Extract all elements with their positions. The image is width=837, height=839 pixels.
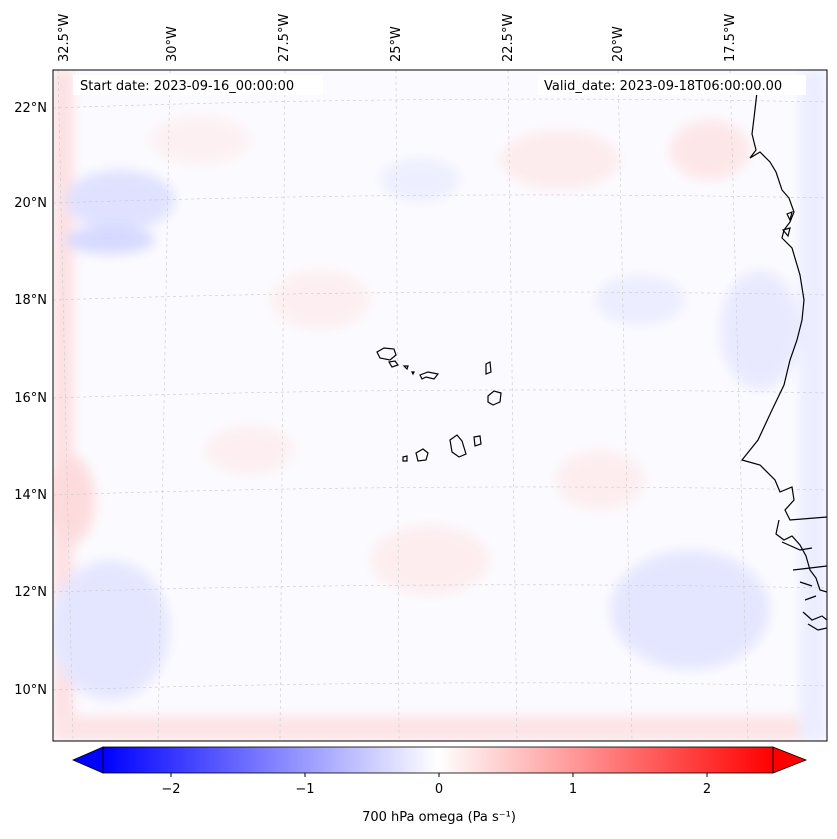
colorbar-label: 700 hPa omega (Pa s⁻¹) xyxy=(362,810,516,825)
colorbar-tick-label: −1 xyxy=(295,782,314,797)
lat-label: 18°N xyxy=(14,293,47,308)
lon-label: 25°W xyxy=(389,26,404,62)
island-sal xyxy=(485,361,492,375)
lon-label: 30°W xyxy=(165,26,180,62)
lon-label: 17.5°W xyxy=(723,14,738,62)
colorbar-tick-label: 0 xyxy=(435,782,443,797)
omega-field xyxy=(53,70,827,741)
map-frame xyxy=(52,69,828,742)
latitude-labels: 22°N 20°N 18°N 16°N 14°N 12°N 10°N xyxy=(14,101,47,698)
map-panel: Start date: 2023-09-16_00:00:00 Valid_da… xyxy=(52,69,828,742)
island-boa-vista xyxy=(487,390,502,406)
start-date-text: Start date: 2023-09-16_00:00:00 xyxy=(80,79,294,94)
colorbar-tick-label: 2 xyxy=(703,782,711,797)
colorbar-body xyxy=(103,747,773,773)
coastline-segment xyxy=(775,519,827,593)
island-raso xyxy=(411,371,415,376)
coastline-rivers xyxy=(781,541,827,631)
island-sao-vicente xyxy=(388,360,399,368)
colorbar-ticks xyxy=(170,773,708,777)
lat-label: 10°N xyxy=(14,683,47,698)
colorbar-tick-label: 1 xyxy=(569,782,577,797)
longitude-labels: 32.5°W 30°W 27.5°W 25°W 22.5°W 20°W 17.5… xyxy=(57,14,738,62)
lat-label: 12°N xyxy=(14,585,47,600)
colorbar-outline xyxy=(102,746,774,774)
island-sao-nicolau xyxy=(419,371,440,380)
lat-label: 22°N xyxy=(14,101,47,116)
island-santa-luzia xyxy=(402,365,409,371)
africa-coastline xyxy=(740,91,827,521)
colorbar: −2 −1 0 1 2 700 hPa omega (Pa s⁻¹) xyxy=(71,746,808,825)
colorbar-extend-high xyxy=(772,746,808,774)
lon-label: 20°W xyxy=(611,26,626,62)
valid-date-text: Valid_date: 2023-09-18T06:00:00.00 xyxy=(544,79,782,94)
island-brava xyxy=(402,455,408,462)
cape-verde-islands xyxy=(376,347,502,462)
lat-label: 16°N xyxy=(14,391,47,406)
island-fogo xyxy=(415,448,429,462)
graticule xyxy=(53,70,827,741)
coastline-banc-arguin xyxy=(781,211,793,238)
island-santo-antao xyxy=(376,347,397,361)
island-santiago xyxy=(449,434,467,458)
colorbar-extend-low xyxy=(71,746,104,774)
lon-label: 27.5°W xyxy=(277,14,292,62)
start-date-box xyxy=(73,75,323,95)
lon-label: 32.5°W xyxy=(57,14,72,62)
lon-label: 22.5°W xyxy=(501,14,516,62)
colorbar-tick-label: −2 xyxy=(161,782,180,797)
valid-date-box xyxy=(538,75,806,95)
lat-label: 14°N xyxy=(14,488,47,503)
island-maio xyxy=(473,435,482,447)
lat-label: 20°N xyxy=(14,196,47,211)
